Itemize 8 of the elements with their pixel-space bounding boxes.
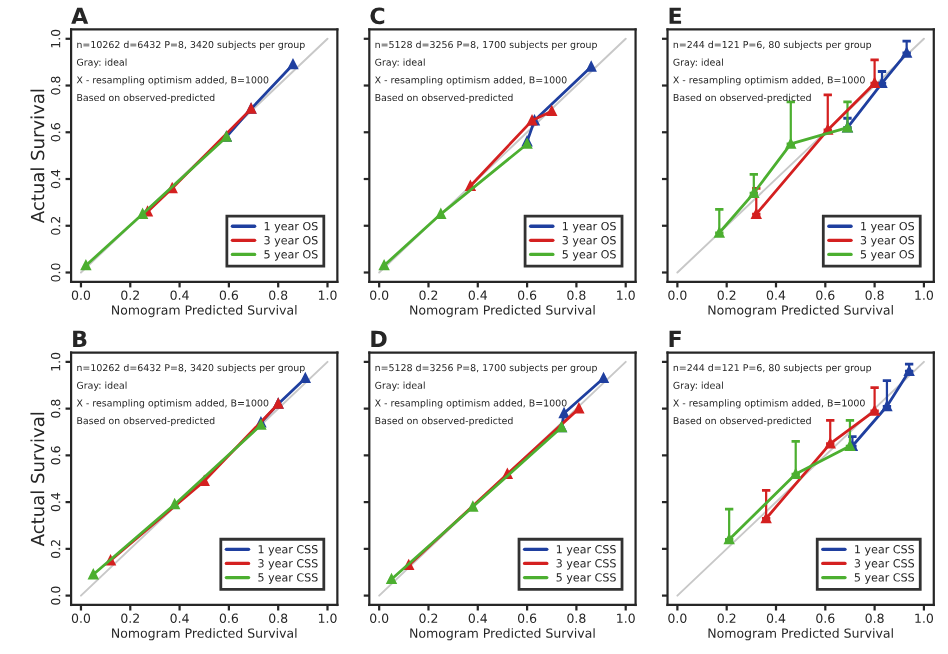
- y-axis-title: Actual Survival: [30, 89, 45, 224]
- chart-title: D: [371, 330, 387, 347]
- chart-title: B: [73, 330, 87, 347]
- chart-title: A: [71, 7, 89, 24]
- y-axis-title: Actual Survival: [30, 412, 45, 547]
- chart-title: F: [669, 330, 681, 347]
- chart-title: C: [370, 7, 385, 25]
- chart-title: E: [669, 7, 682, 24]
